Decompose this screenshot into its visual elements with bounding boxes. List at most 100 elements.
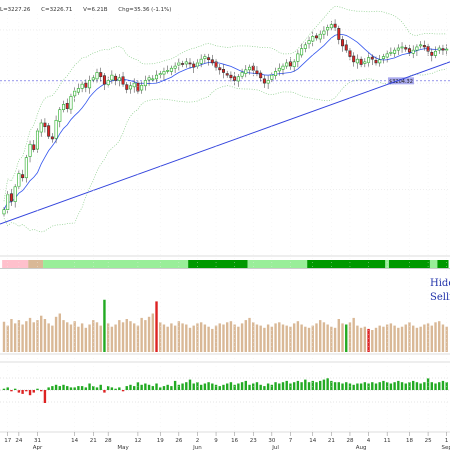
- date-label: 7: [289, 438, 293, 444]
- oscillator-bar: [25, 390, 28, 392]
- volume-bar: [266, 324, 270, 352]
- volume-bar: [348, 322, 352, 352]
- candle-body: [318, 33, 322, 40]
- candle-body: [73, 90, 77, 97]
- volume-bar: [84, 327, 88, 352]
- volume-bar: [185, 324, 188, 352]
- volume-bar: [159, 322, 162, 352]
- oscillator-bar: [419, 383, 422, 390]
- candle-body: [99, 72, 103, 78]
- candle-body: [300, 48, 304, 56]
- candle-body: [69, 96, 73, 110]
- candle-body: [114, 75, 118, 81]
- candle-body: [218, 67, 222, 71]
- oscillator-bar: [192, 383, 195, 390]
- candle-body: [333, 23, 337, 28]
- oscillator-bar: [300, 382, 303, 390]
- volume-bar: [54, 316, 58, 352]
- candle-body: [17, 173, 21, 187]
- candle-body: [162, 71, 166, 75]
- candle-body: [430, 51, 434, 56]
- volume-bar: [397, 327, 400, 352]
- candle-body: [229, 74, 233, 79]
- candle-body: [214, 61, 218, 68]
- volume-bar: [240, 323, 244, 352]
- volume-bar: [252, 322, 255, 352]
- candle-body: [389, 51, 393, 54]
- volume-bar: [445, 326, 448, 352]
- oscillator-bar: [255, 382, 259, 390]
- candle-body: [199, 58, 203, 64]
- oscillator-bar: [352, 384, 355, 390]
- candle-body: [184, 61, 188, 65]
- date-label: 30: [268, 438, 275, 444]
- oscillator-bar: [10, 390, 13, 392]
- oscillator-bar: [166, 384, 169, 390]
- oscillator-bar: [311, 380, 314, 390]
- candle-body: [47, 125, 51, 137]
- volume-bar: [155, 301, 158, 352]
- signal-strip-segment: [307, 260, 386, 268]
- volume-bar: [274, 323, 277, 352]
- oscillator-bar: [62, 384, 65, 390]
- candle-body: [102, 75, 106, 85]
- volume-bar: [281, 324, 285, 352]
- support-price-label: $3204.32: [389, 79, 413, 85]
- oscillator-bar: [203, 383, 207, 390]
- volume-bar: [13, 323, 17, 352]
- volume-bar: [199, 322, 203, 352]
- candle-body: [240, 72, 244, 77]
- month-label: Jul: [271, 445, 279, 450]
- oscillator-bar: [2, 388, 6, 390]
- oscillator-bar: [412, 380, 415, 390]
- candle-body: [203, 56, 207, 59]
- oscillator-bar: [133, 386, 136, 390]
- volume-bar: [371, 330, 374, 352]
- candle-body: [262, 78, 266, 84]
- volume-bar: [389, 323, 393, 352]
- oscillator-bar: [393, 382, 396, 390]
- oscillator-bar: [185, 382, 188, 390]
- volume-bar: [315, 323, 318, 352]
- volume-bar: [192, 325, 195, 352]
- header-change: Chg=35.36 (-1.1%): [118, 7, 172, 13]
- volume-bar: [58, 313, 61, 352]
- candle-body: [58, 109, 62, 122]
- volume-bar: [363, 326, 367, 352]
- candle-body: [244, 69, 248, 74]
- volume-bar: [319, 320, 322, 352]
- date-label: 11: [384, 438, 391, 444]
- month-label: Jun: [192, 445, 202, 450]
- candle-body: [259, 72, 263, 79]
- candle-body: [307, 40, 311, 45]
- oscillator-bar: [237, 383, 240, 390]
- volume-bar: [356, 325, 359, 352]
- volume-bar: [196, 323, 199, 352]
- candle-body: [411, 49, 415, 54]
- oscillator-bar: [84, 387, 88, 390]
- volume-bar: [322, 322, 326, 352]
- volume-bar: [144, 320, 147, 352]
- volume-bar: [378, 325, 381, 352]
- volume-bar: [218, 323, 221, 352]
- candle-body: [166, 70, 170, 72]
- trendline: [0, 61, 450, 225]
- candle-body: [136, 82, 140, 92]
- volume-bar: [412, 325, 415, 352]
- candle-body: [128, 85, 132, 90]
- volume-bar: [40, 315, 43, 352]
- candle-body: [296, 53, 300, 62]
- oscillator-bar: [121, 390, 125, 392]
- candle-body: [88, 80, 92, 89]
- volume-bar: [62, 320, 65, 352]
- candle-body: [270, 74, 274, 80]
- volume-bar: [326, 324, 329, 352]
- candle-body: [195, 62, 199, 67]
- volume-bar: [151, 313, 154, 352]
- volume-bar: [118, 320, 121, 352]
- candle-body: [322, 30, 326, 35]
- oscillator-bar: [359, 383, 363, 390]
- header-low: L=3227.26: [0, 7, 31, 13]
- oscillator-bar: [32, 390, 35, 393]
